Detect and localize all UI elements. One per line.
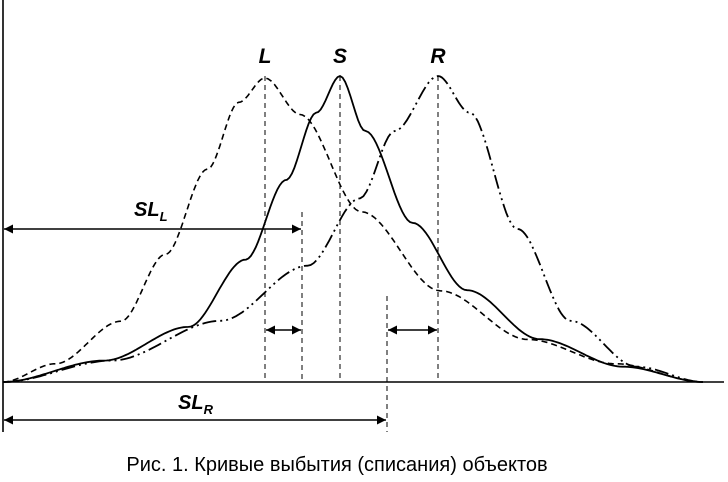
curve-L: [2, 77, 704, 383]
span-label-SL-R-subscript: R: [204, 402, 214, 417]
span-label-SL-L-subscript: L: [160, 209, 168, 224]
figure-caption: Рис. 1. Кривые выбытия (списания) объект…: [126, 454, 547, 476]
span-label-SL-R-main: SL: [178, 392, 204, 414]
curve-label-R: R: [430, 45, 446, 68]
curve-S: [3, 74, 703, 383]
span-label-SL-L-main: SL: [134, 199, 160, 221]
span-label-SL-R: SLR: [178, 392, 214, 417]
curve-label-S: S: [333, 45, 347, 68]
curve-R: [2, 75, 703, 383]
curve-label-L: L: [259, 45, 272, 68]
span-label-SL-L: SLL: [134, 199, 168, 224]
